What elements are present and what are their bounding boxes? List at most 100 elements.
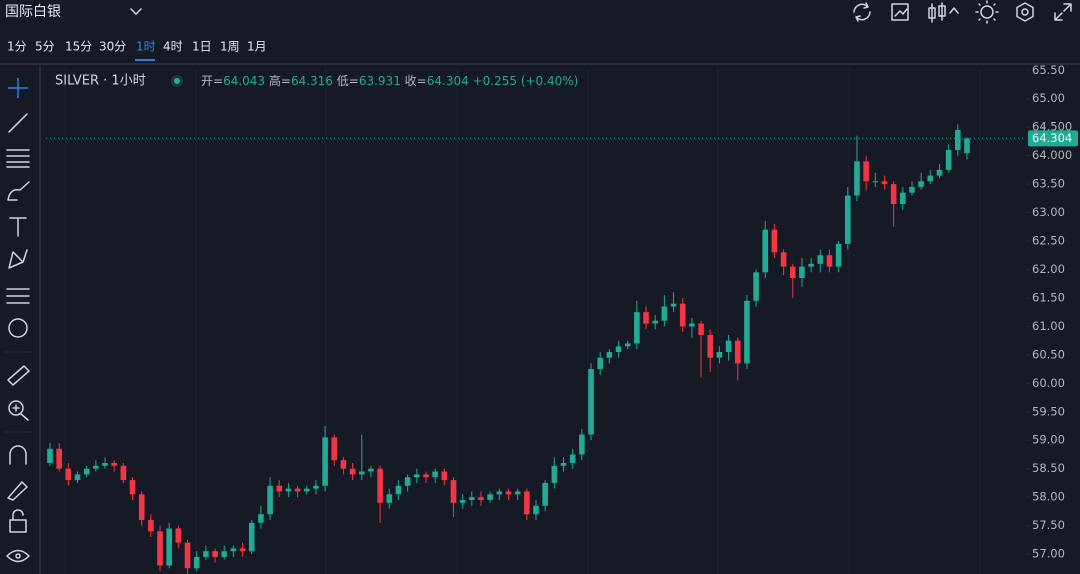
candle-body (65, 468, 72, 481)
interval-bar: 1分 5分 15分 30分 1时 4时 1日 1周 1月 (7, 40, 267, 61)
legend-value: 64.304 (427, 74, 469, 88)
candle-body (129, 480, 136, 495)
candle-body (404, 477, 411, 486)
candle-body (524, 491, 530, 515)
interval[interactable]: 30分 (99, 40, 126, 54)
candle-body (175, 528, 182, 543)
line-tool[interactable] (8, 113, 28, 133)
candle-body (615, 346, 622, 353)
candle-body (569, 454, 576, 464)
candle-body (936, 169, 943, 176)
interval[interactable]: 5分 (35, 40, 55, 54)
candle-body (322, 437, 328, 486)
candle-body (964, 138, 970, 154)
candle-body (844, 195, 851, 244)
pattern-tool[interactable] (8, 249, 28, 269)
candle-body (230, 548, 237, 552)
interval[interactable]: 1日 (192, 40, 212, 54)
candle-body (248, 522, 255, 552)
candle-body (826, 255, 833, 267)
legend-value: 64.316 (291, 74, 333, 88)
candle-body (707, 334, 714, 358)
active-underline (135, 59, 155, 61)
toolbar-top (853, 0, 1072, 24)
candle-body (313, 485, 319, 489)
ruler-tool[interactable] (7, 365, 30, 386)
candle-body (661, 306, 668, 321)
candle-body (47, 448, 53, 464)
candle-body (624, 343, 631, 347)
legend-value: 64.043 (223, 74, 265, 88)
candle-body (239, 548, 246, 552)
dropdown-icon[interactable] (130, 8, 142, 15)
y-tick-label: 57.50 (1032, 518, 1065, 532)
candle-body (423, 474, 429, 478)
candle-body (120, 465, 127, 481)
interval[interactable]: 15分 (65, 40, 92, 54)
lock-tool[interactable] (9, 509, 27, 533)
legend-change: +0.255 (+0.40%) (473, 74, 579, 88)
candle-body (872, 181, 879, 183)
refresh-icon[interactable] (853, 2, 871, 22)
ohlc-legend: 开=64.043 高=64.316 低=63.931 收=64.304 +0.2… (201, 73, 578, 88)
interval[interactable]: 4时 (163, 40, 183, 54)
lock-draw-tool[interactable] (7, 481, 28, 501)
candle-body (478, 497, 484, 501)
candle-body (514, 491, 521, 495)
y-tick-label: 61.50 (1032, 290, 1065, 304)
interval[interactable]: 1分 (7, 40, 27, 54)
interval[interactable]: 1月 (247, 40, 267, 54)
candle-body (579, 434, 585, 455)
candle-body (698, 323, 704, 335)
last-price-box (1028, 130, 1078, 147)
candle-body (267, 485, 273, 515)
candle-body (157, 531, 163, 566)
status-dot (174, 78, 180, 84)
candle-body (689, 323, 695, 327)
prediction-tool[interactable] (6, 288, 30, 304)
candle-body (835, 243, 842, 267)
magnet-tool[interactable] (9, 445, 27, 465)
candle-body (258, 514, 264, 523)
candle-body (643, 312, 649, 324)
settings-icon[interactable] (1016, 2, 1034, 22)
indicator-icon[interactable] (891, 3, 909, 21)
legend-label: 收= (405, 74, 427, 88)
candle-body (111, 463, 117, 466)
candle-body (652, 320, 659, 324)
fib-tool[interactable] (6, 149, 30, 168)
chart-type-icon[interactable] (928, 2, 959, 23)
fullscreen-icon[interactable] (1054, 3, 1072, 21)
y-tick-label: 59.50 (1032, 404, 1065, 418)
candle-body (450, 480, 457, 503)
candle-body (588, 369, 594, 435)
interval[interactable]: 1周 (220, 40, 240, 54)
visibility-tool[interactable] (6, 549, 30, 563)
candle-body (918, 181, 924, 187)
candle-body (303, 488, 310, 492)
zoom-tool[interactable] (8, 400, 29, 421)
plot (46, 124, 1026, 574)
candle-body (184, 542, 191, 569)
text-tool[interactable] (9, 217, 27, 237)
legend-label: 高= (269, 73, 291, 88)
candle-body (716, 352, 723, 358)
drawing-tools (5, 78, 31, 563)
candle-body (212, 551, 218, 557)
crosshair-tool[interactable] (8, 78, 28, 98)
emoji-tool[interactable] (8, 318, 28, 338)
theme-icon[interactable] (975, 0, 999, 24)
candle-body (221, 551, 228, 557)
candle-body (771, 229, 778, 253)
brush-tool[interactable] (7, 181, 30, 201)
interval-active[interactable]: 1时 (136, 40, 156, 54)
symbol[interactable]: 国际白银 (5, 4, 61, 20)
legend-label: 低= (337, 74, 359, 88)
candle-body (459, 500, 466, 503)
candle-body (670, 303, 677, 307)
candle-body (753, 272, 759, 301)
candle-body (890, 184, 897, 205)
candle-body (505, 491, 512, 495)
